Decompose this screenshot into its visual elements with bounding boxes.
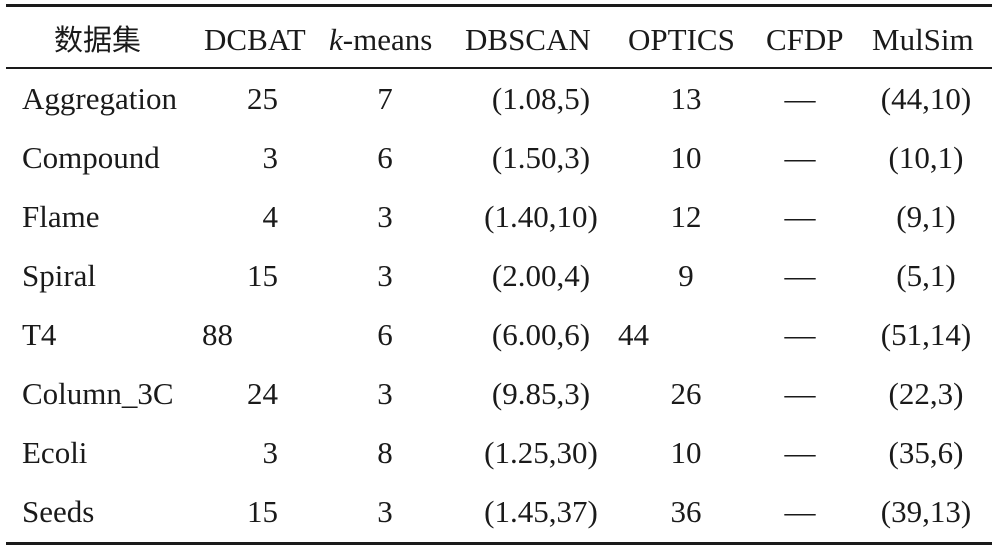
cell-dcbat: 24 — [247, 376, 278, 411]
cell-cfdp: — — [784, 376, 816, 411]
bottom-rule — [6, 542, 992, 545]
header-kmeans-k: k — [329, 22, 343, 57]
cell-dbscan: (1.50,3) — [491, 140, 591, 175]
cell-dcbat: 3 — [262, 140, 279, 175]
cell-cfdp: — — [784, 317, 816, 352]
cell-cfdp: — — [784, 258, 816, 293]
header-kmeans: k-means — [329, 20, 432, 60]
cell-dcbat: 25 — [247, 81, 278, 116]
header-kmeans-rest: -means — [342, 22, 433, 57]
cell-kmeans: 6 — [377, 317, 393, 352]
cell-dcbat: 15 — [247, 494, 278, 529]
cell-name: Aggregation — [22, 81, 177, 116]
cell-dcbat: 15 — [247, 258, 278, 293]
cell-dcbat: 88 — [202, 317, 233, 352]
cell-optics: 9 — [678, 258, 694, 293]
cell-kmeans: 6 — [377, 140, 393, 175]
cell-mulsim: (44,10) — [880, 81, 972, 116]
cell-dbscan: (6.00,6) — [491, 317, 591, 352]
cell-optics: 10 — [670, 140, 702, 175]
cell-dbscan: (1.08,5) — [491, 81, 591, 116]
cell-cfdp: — — [784, 199, 816, 234]
cell-kmeans: 3 — [377, 258, 393, 293]
cell-optics: 44 — [618, 317, 649, 352]
header-dbscan: DBSCAN — [465, 22, 591, 57]
header-rule — [6, 67, 992, 69]
cell-optics: 12 — [670, 199, 702, 234]
cell-kmeans: 8 — [377, 435, 393, 470]
cell-cfdp: — — [784, 494, 816, 529]
header-dcbat: DCBAT — [204, 22, 306, 57]
cell-mulsim: (22,3) — [888, 376, 964, 411]
cell-kmeans: 3 — [377, 199, 393, 234]
cell-mulsim: (39,13) — [880, 494, 972, 529]
cell-cfdp: — — [784, 81, 816, 116]
header-dataset: 数据集 — [54, 23, 142, 57]
cell-dcbat: 3 — [262, 435, 279, 470]
cell-dcbat: 4 — [262, 199, 279, 234]
cell-optics: 36 — [670, 494, 702, 529]
header-cfdp: CFDP — [766, 22, 844, 57]
cell-kmeans: 7 — [377, 81, 393, 116]
cell-name: Compound — [22, 140, 160, 175]
header-optics: OPTICS — [628, 22, 735, 57]
cell-name: Spiral — [22, 258, 97, 293]
cell-optics: 26 — [670, 376, 702, 411]
cell-cfdp: — — [784, 140, 816, 175]
cell-mulsim: (5,1) — [896, 258, 956, 293]
cell-name: Seeds — [22, 494, 95, 529]
cell-name: Column_3C — [22, 376, 174, 411]
cell-name: T4 — [22, 317, 57, 352]
cell-kmeans: 3 — [377, 494, 393, 529]
cell-dbscan: (1.45,37) — [484, 494, 598, 529]
cell-name: Flame — [22, 199, 100, 234]
cell-dbscan: (2.00,4) — [491, 258, 591, 293]
cell-optics: 13 — [670, 81, 702, 116]
cell-cfdp: — — [784, 435, 816, 470]
cell-mulsim: (10,1) — [888, 140, 964, 175]
cell-mulsim: (35,6) — [888, 435, 964, 470]
cell-dbscan: (1.25,30) — [484, 435, 598, 470]
cell-mulsim: (9,1) — [896, 199, 956, 234]
cell-dbscan: (9.85,3) — [491, 376, 591, 411]
cell-mulsim: (51,14) — [880, 317, 972, 352]
cell-optics: 10 — [670, 435, 702, 470]
cell-kmeans: 3 — [377, 376, 393, 411]
header-mulsim: MulSim — [872, 22, 974, 57]
top-rule — [6, 4, 992, 7]
cell-name: Ecoli — [22, 435, 88, 470]
cell-dbscan: (1.40,10) — [484, 199, 598, 234]
